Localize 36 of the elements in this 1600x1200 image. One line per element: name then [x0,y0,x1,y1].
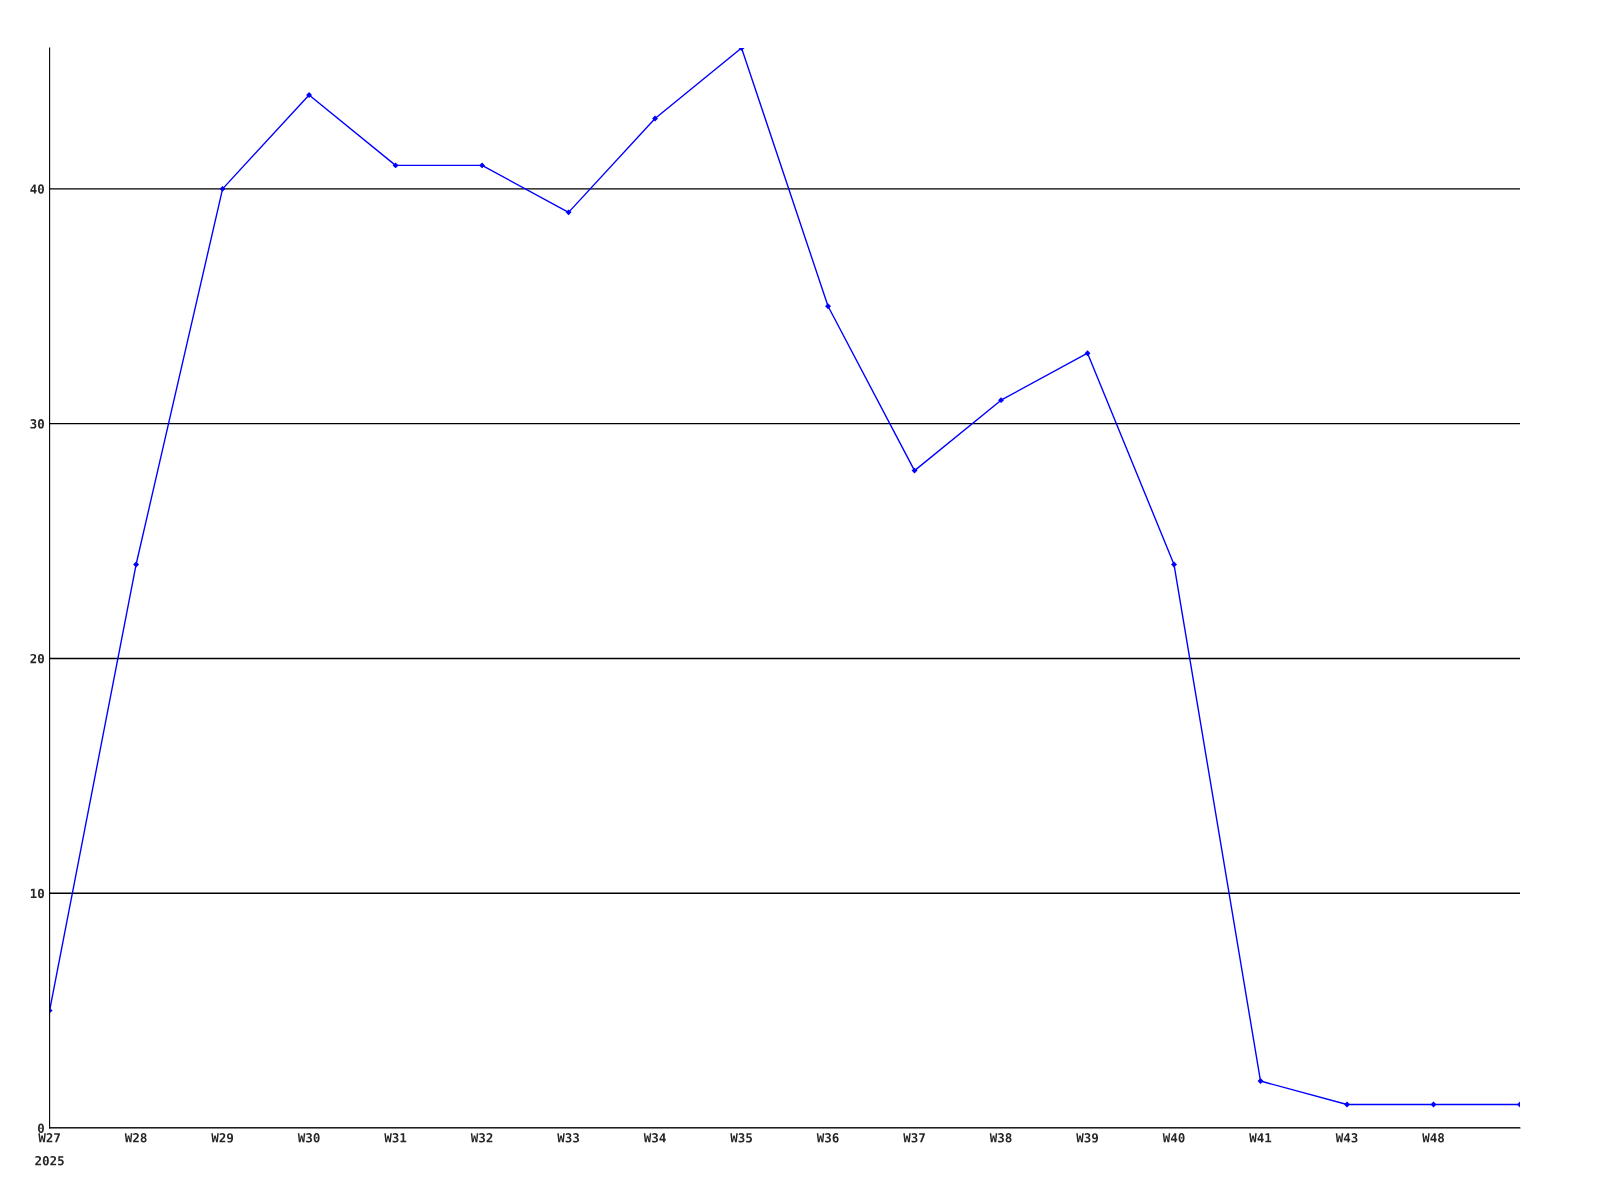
point [911,467,918,474]
point [565,209,572,216]
point [825,303,831,310]
x-tick-label: W48 [1422,1133,1445,1143]
x-tick-label: W27 [38,1133,60,1143]
x-tick-label: W33 [557,1133,580,1143]
y-tick-label: 40 [30,184,44,194]
x-tick-label: W29 [211,1133,234,1143]
y-tick-label: 30 [30,419,44,429]
x-tick-label: W37 [903,1133,925,1143]
x-tick-label: W39 [1076,1133,1099,1143]
x-tick-label: W28 [124,1133,147,1143]
x-tick-label: W32 [470,1133,493,1143]
point [1344,1101,1350,1108]
x-tick-label: W43 [1335,1133,1358,1143]
y-tick-label: 10 [30,888,44,899]
x-tick-label: W35 [730,1133,752,1143]
x-tick-label: W30 [297,1133,320,1143]
y-tick-label: 20 [30,653,44,664]
point [219,185,226,192]
y-tick-label: 0 [37,1123,44,1133]
point [479,162,486,169]
point [1084,350,1091,357]
point [1257,1078,1264,1084]
x-tick-label: W31 [384,1133,407,1143]
point [652,115,658,122]
text: 2025 [35,1156,64,1166]
x-tick-label: W34 [643,1133,666,1143]
point [998,397,1004,404]
x-tick-label: W36 [816,1133,839,1143]
x-tick-label: W38 [989,1133,1012,1143]
line-series [49,48,1520,1108]
point [133,561,140,568]
point [1171,561,1177,568]
x-tick-label: W41 [1249,1133,1272,1143]
x-tick-label: W40 [1162,1133,1185,1143]
